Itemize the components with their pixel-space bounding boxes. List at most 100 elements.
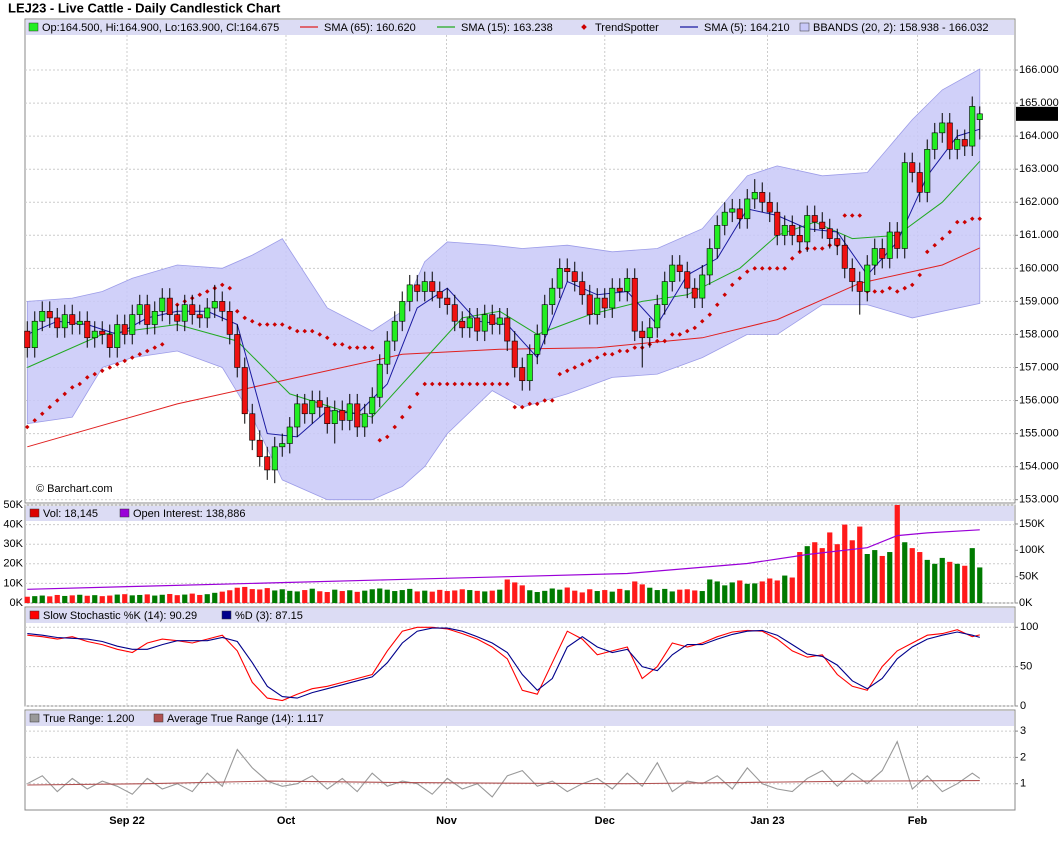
candle-body	[699, 274, 706, 299]
candle-body	[316, 400, 323, 408]
candle-body	[954, 139, 961, 150]
trendspotter-dot	[272, 322, 278, 327]
y-tick-label: 3	[1020, 725, 1026, 737]
candle-body	[931, 132, 938, 150]
volume-bar	[932, 563, 938, 603]
candle-body	[796, 234, 803, 243]
volume-bar	[144, 594, 150, 603]
legend-band	[26, 711, 1014, 726]
trendspotter-dot	[384, 434, 390, 440]
candle-body	[226, 311, 233, 335]
trendspotter-dot	[339, 342, 345, 347]
trendspotter-dot	[257, 322, 263, 327]
candle-body	[901, 162, 908, 249]
x-tick-label: Jan 23	[750, 815, 784, 827]
candle-body	[489, 314, 496, 325]
volume-bar	[249, 589, 255, 603]
candle-body	[309, 400, 316, 415]
volume-bar	[789, 577, 795, 603]
y-tick-label: 50K	[3, 499, 23, 511]
chart-title: LEJ23 - Live Cattle - Daily Candlestick …	[8, 0, 281, 15]
indicator-line	[27, 626, 980, 702]
trendspotter-dot	[534, 401, 540, 407]
trendspotter-dot	[399, 414, 405, 420]
volume-bar	[527, 590, 533, 603]
trendspotter-dot	[392, 424, 398, 430]
trendspotter-dot	[197, 292, 203, 298]
trendspotter-dot	[789, 256, 795, 261]
candle-body	[54, 317, 61, 329]
trendspotter-dot	[137, 352, 143, 357]
candle-body	[84, 320, 91, 339]
candle-body	[564, 268, 571, 272]
volume-bar	[482, 591, 488, 603]
candle-body	[181, 304, 188, 322]
volume-bar	[564, 587, 570, 603]
y-tick-label: 40K	[3, 519, 23, 531]
trendspotter-dot	[437, 381, 443, 387]
trendspotter-dot	[579, 361, 585, 367]
candle-body	[129, 314, 136, 335]
legend-swatch	[799, 22, 810, 32]
candle-body	[571, 271, 578, 282]
volume-bar	[594, 591, 600, 603]
open-interest-line	[27, 529, 980, 590]
volume-bar	[894, 505, 900, 603]
candle-body	[361, 413, 368, 428]
candle-body	[144, 304, 151, 325]
candle-body	[676, 264, 683, 272]
volume-bar	[122, 594, 128, 603]
y-tick-label: 30K	[3, 538, 23, 550]
candle-body	[804, 215, 811, 243]
volume-bar	[234, 587, 240, 603]
trendspotter-dot	[294, 328, 300, 334]
legend-swatch	[119, 508, 130, 518]
volume-bar	[834, 544, 840, 603]
y2-tick-label: 0K	[1019, 597, 1033, 609]
volume-bar	[954, 563, 960, 603]
volume-bar	[909, 548, 915, 603]
volume-bar	[219, 591, 225, 603]
candle-body	[924, 149, 931, 193]
volume-bar	[692, 590, 698, 603]
y-tick-label: 162.000	[1019, 196, 1059, 208]
candle-body	[76, 320, 83, 325]
candle-body	[249, 413, 256, 441]
candle-body	[886, 231, 893, 259]
volume-bar	[167, 593, 173, 603]
candle-body	[294, 403, 301, 428]
candle-body	[894, 231, 901, 249]
legend-label: SMA (15): 163.238	[461, 22, 553, 34]
trendspotter-dot	[452, 381, 458, 387]
volume-bar	[639, 584, 645, 603]
candle-body	[391, 320, 398, 342]
volume-bar	[152, 595, 158, 603]
candle-body	[511, 340, 518, 368]
trendspotter-dot	[684, 328, 690, 334]
trendspotter-dot	[902, 285, 908, 291]
volume-bar	[129, 595, 135, 603]
legend-swatch	[29, 713, 40, 723]
volume-bar	[699, 591, 705, 603]
volume-bar	[84, 595, 90, 603]
candle-body	[204, 307, 211, 319]
volume-bar	[827, 532, 833, 603]
volume-bar	[707, 579, 713, 603]
legend-label: Op:164.500, Hi:164.900, Lo:163.900, Cl:1…	[42, 22, 279, 34]
candle-body	[421, 281, 428, 292]
last-price-tag	[1016, 106, 1058, 121]
y2-tick-label: 50K	[1019, 571, 1039, 583]
trendspotter-dot	[782, 266, 788, 271]
volume-bar	[617, 588, 623, 603]
candle-body	[91, 330, 98, 339]
legend-band	[26, 20, 1014, 35]
candle-body	[721, 211, 728, 226]
volume-bar	[812, 542, 818, 603]
candle-body	[849, 268, 856, 282]
candle-body	[946, 122, 953, 150]
volume-bar	[452, 590, 458, 603]
candle-body	[46, 311, 53, 319]
volume-bar	[819, 548, 825, 603]
candle-body	[856, 281, 863, 292]
